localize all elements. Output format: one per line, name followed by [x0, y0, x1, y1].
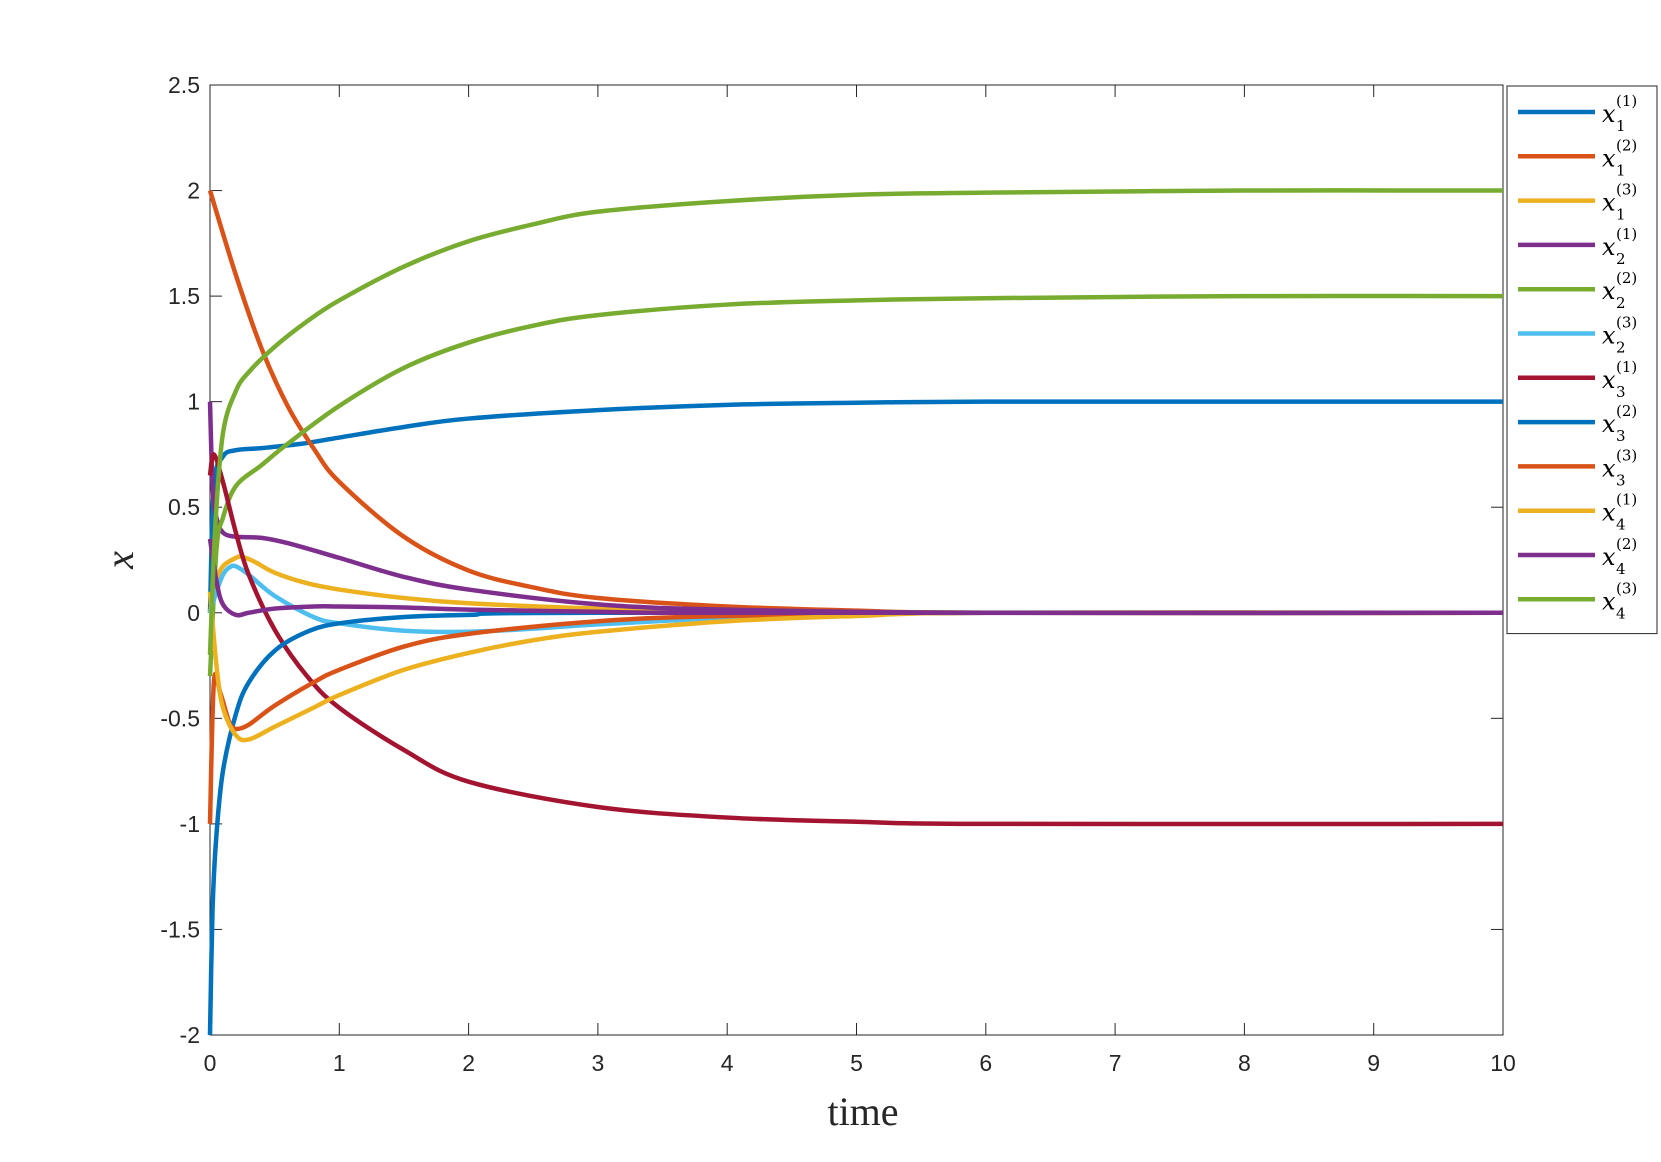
legend-box	[1506, 85, 1658, 635]
legend-subscript: 3	[1616, 383, 1626, 401]
legend-label: x	[1602, 366, 1616, 394]
series-line-x4-10	[207, 538, 1504, 618]
legend-subscript: 2	[1616, 250, 1626, 268]
y-tick-label: 2.5	[168, 72, 200, 98]
y-tick-label: 0.5	[168, 494, 200, 520]
legend-superscript: (2)	[1616, 402, 1637, 420]
legend-subscript: 2	[1616, 339, 1626, 357]
legend-subscript: 4	[1616, 604, 1626, 622]
x-tick-label: 3	[592, 1050, 605, 1076]
x-tick-label: 2	[462, 1050, 475, 1076]
legend-label: x	[1602, 277, 1616, 305]
y-tick-label: -0.5	[160, 705, 200, 731]
x-tick-label: 6	[979, 1050, 992, 1076]
plot-area	[209, 84, 1504, 1036]
legend-superscript: (3)	[1616, 446, 1637, 464]
x-tick-label: 8	[1238, 1050, 1251, 1076]
legend-superscript: (3)	[1616, 181, 1637, 199]
legend-subscript: 3	[1616, 471, 1626, 489]
series-line-x2-4	[207, 293, 1504, 677]
series-line-x1-0	[207, 399, 1503, 613]
y-tick-label: -1.5	[160, 916, 200, 942]
y-axis-title: x	[97, 551, 142, 570]
legend-subscript: 4	[1616, 516, 1626, 534]
legend-superscript: (3)	[1616, 314, 1637, 332]
legend-label: x	[1602, 499, 1616, 527]
legend-label: x	[1602, 410, 1616, 438]
y-tick-label: -1	[180, 811, 200, 837]
y-tick-label: 0	[187, 600, 200, 626]
legend-superscript: (1)	[1616, 358, 1637, 376]
series-lines	[207, 188, 1504, 1036]
legend-superscript: (3)	[1616, 579, 1637, 597]
legend-label: x	[1602, 587, 1616, 615]
y-tick-label: -2	[180, 1022, 200, 1048]
legend-superscript: (2)	[1616, 535, 1637, 553]
x-tick-label: 4	[721, 1050, 734, 1076]
legend-label: x	[1602, 189, 1616, 217]
x-tick-label: 5	[850, 1050, 863, 1076]
legend-label: x	[1602, 454, 1616, 482]
x-tick-label: 10	[1490, 1050, 1516, 1076]
legend-superscript: (2)	[1616, 269, 1637, 287]
legend-label: x	[1602, 100, 1616, 128]
y-tick-label: 1.5	[168, 283, 200, 309]
series-line-x4-11	[207, 188, 1504, 656]
legend-subscript: 1	[1616, 117, 1626, 135]
legend-label: x	[1602, 144, 1616, 172]
legend-superscript: (1)	[1616, 491, 1637, 509]
legend-label: x	[1602, 233, 1616, 261]
x-axis-title: time	[827, 1089, 898, 1134]
legend-label: x	[1602, 543, 1616, 571]
legend-subscript: 3	[1616, 427, 1626, 445]
y-tick-label: 2	[187, 178, 200, 204]
tick-labels: 0 1 2 3 4 5 6 7 8 9 10 -2 -1.5 -1 -0.5 0 0.5 1 1.5 2 2.5	[160, 72, 1515, 1076]
legend-subscript: 1	[1616, 206, 1626, 224]
x-tick-label: 9	[1367, 1050, 1380, 1076]
series-line-x3-6	[207, 452, 1504, 827]
x-tick-label: 1	[333, 1050, 346, 1076]
x-tick-label: 0	[204, 1050, 217, 1076]
x-tick-label: 7	[1109, 1050, 1122, 1076]
legend-subscript: 4	[1616, 560, 1626, 578]
legend-superscript: (1)	[1616, 225, 1637, 243]
legend-superscript: (2)	[1616, 136, 1637, 154]
legend: x 1(1)x 1(2)x 1(3)x 2(1)x 2(2)x 2(3)x 3(1)x 3(2)…	[1506, 85, 1658, 635]
legend-subscript: 2	[1616, 294, 1626, 312]
legend-label: x	[1602, 322, 1616, 350]
legend-subscript: 1	[1616, 161, 1626, 179]
y-tick-label: 1	[187, 389, 200, 415]
legend-superscript: (1)	[1616, 92, 1637, 110]
